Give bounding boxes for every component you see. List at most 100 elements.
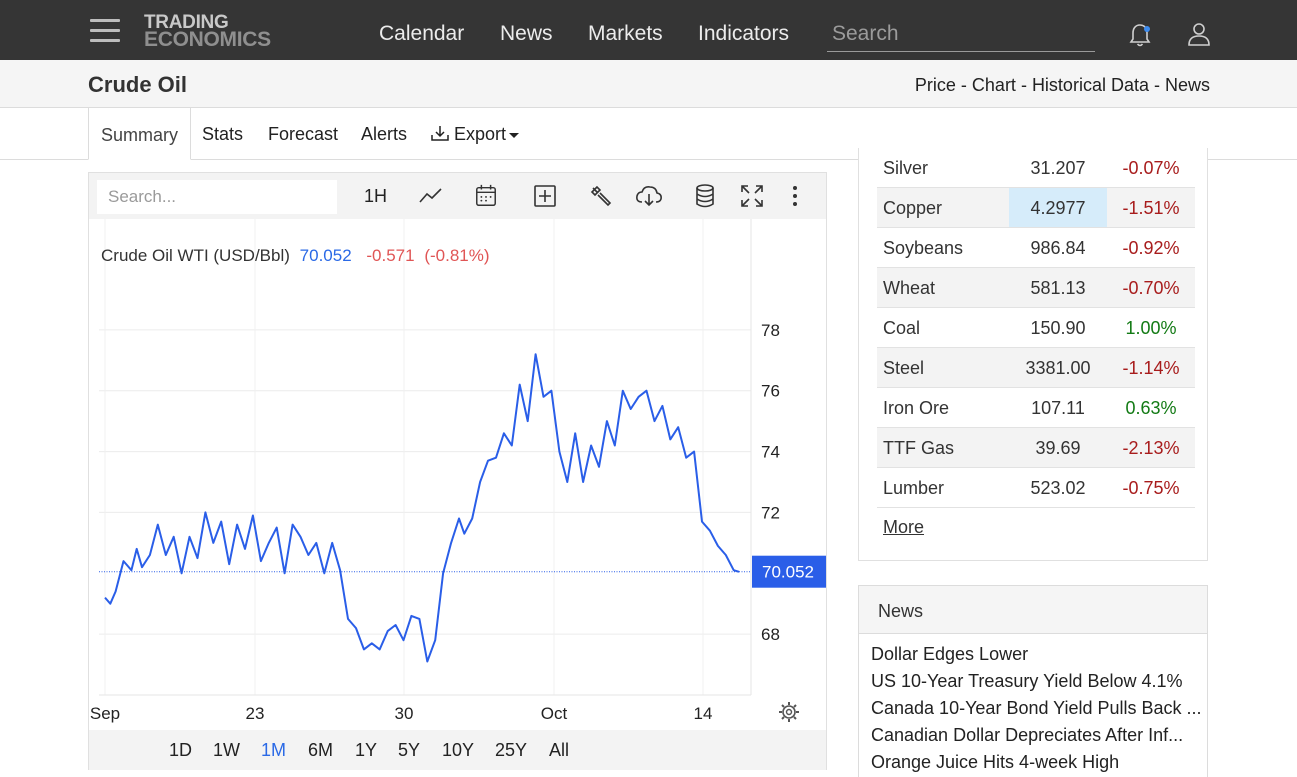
more-vert-icon[interactable] [789,184,801,208]
breadcrumb-news[interactable]: News [1164,75,1210,95]
wrench-icon[interactable] [589,184,613,208]
x-tick-label: Sep [90,704,120,723]
x-tick-label: 23 [246,704,265,723]
chart-legend: Crude Oil WTI (USD/Bbl) 70.052 -0.571 (-… [101,246,490,265]
bell-icon[interactable] [1128,22,1152,48]
price-tag: 70.052 [752,555,826,588]
breadcrumb-historical-data[interactable]: Historical Data [1031,75,1149,95]
chart-settings-icon[interactable] [779,702,799,722]
search-input[interactable] [827,17,1095,52]
commodity-name[interactable]: Wheat [883,278,936,298]
commodity-name[interactable]: TTF Gas [883,438,954,458]
calendar-icon[interactable] [474,184,498,208]
range-25y[interactable]: 25Y [495,740,528,760]
news-item[interactable]: Orange Juice Hits 4-week High [871,752,1120,772]
price-chart[interactable]: Crude Oil WTI (USD/Bbl) 70.052 -0.571 (-… [89,219,826,730]
commodity-name[interactable]: Lumber [883,478,945,498]
menu-icon[interactable] [90,19,120,43]
chart-last-value: 70.052 [300,246,352,265]
y-axis: 78 76 74 72 68 [761,321,780,644]
top-navbar: TRADING ECONOMICS Calendar News Markets … [0,0,1297,60]
commodity-price: 523.02 [1030,478,1086,498]
tab-export-label: Export [454,124,507,144]
caret-down-icon [509,132,520,138]
chart-search-input[interactable] [97,180,337,214]
range-1m[interactable]: 1M [261,740,287,760]
range-6m[interactable]: 6M [308,740,334,760]
cloud-download-icon[interactable] [635,184,663,208]
breadcrumb-separator: - [1148,75,1165,95]
news-item[interactable]: US 10-Year Treasury Yield Below 4.1% [871,671,1183,691]
breadcrumb-separator: - [1015,75,1032,95]
range-all[interactable]: All [549,740,570,760]
more-link[interactable]: More [883,517,925,537]
download-icon [431,126,449,141]
tab-summary[interactable]: Summary [88,107,192,160]
table-row[interactable]: Steel 3381.00 -1.14% [877,348,1195,388]
commodity-name[interactable]: Soybeans [883,238,964,258]
y-tick-label: 76 [761,382,780,401]
commodity-price: 150.90 [1030,318,1086,338]
nav-link-markets[interactable]: Markets [588,22,663,45]
commodity-name[interactable]: Coal [883,318,921,338]
commodity-price: 107.11 [1031,398,1085,418]
tab-alerts[interactable]: Alerts [361,124,408,144]
nav-link-calendar[interactable]: Calendar [379,22,465,45]
commodity-name[interactable]: Iron Ore [883,398,950,418]
commodity-price: 4.2977 [1009,188,1107,227]
news-item[interactable]: Canadian Dollar Depreciates After Inf... [871,725,1184,745]
table-row[interactable]: TTF Gas 39.69 -2.13% [877,428,1195,468]
news-title: News [878,601,924,621]
table-row[interactable]: Copper 4.2977 -1.51% [877,188,1195,228]
tab-stats[interactable]: Stats [202,124,244,144]
commodity-change: -1.51% [1122,198,1180,218]
range-1d[interactable]: 1D [169,740,193,760]
tab-export[interactable]: Export [431,124,520,145]
table-row[interactable]: Iron Ore 107.11 0.63% [877,388,1195,428]
commodity-name[interactable]: Copper [883,198,943,218]
table-row[interactable]: Silver 31.207 -0.07% [877,148,1195,188]
chart-change-pct: (-0.81%) [424,246,489,265]
y-tick-label: 72 [761,503,780,522]
range-1w[interactable]: 1W [213,740,240,760]
line-chart-icon[interactable] [418,184,444,208]
nav-link-news[interactable]: News [500,22,553,45]
breadcrumb-chart[interactable]: Chart [971,75,1016,95]
logo[interactable]: TRADING ECONOMICS [144,13,271,51]
x-tick-label: 14 [694,704,713,723]
commodity-change: -0.07% [1122,158,1180,178]
add-indicator-icon[interactable] [533,184,557,208]
news-item[interactable]: Dollar Edges Lower [871,644,1029,664]
range-5y[interactable]: 5Y [398,740,421,760]
fullscreen-icon[interactable] [740,184,764,208]
table-row[interactable]: Lumber 523.02 -0.75% [877,468,1195,508]
chart-title: Crude Oil WTI (USD/Bbl) [101,246,290,265]
table-row[interactable]: Soybeans 986.84 -0.92% [877,228,1195,268]
chart-change: -0.571 [366,246,414,265]
chart-panel: 1H [88,172,827,770]
commodity-price: 986.84 [1030,238,1086,258]
breadcrumb: Price - Chart - Historical Data - News [915,75,1210,96]
x-axis: Sep 23 30 Oct 14 [90,704,713,723]
commodity-name[interactable]: Steel [883,358,925,378]
news-header: News [859,586,1207,634]
table-row[interactable]: Wheat 581.13 -0.70% [877,268,1195,308]
y-tick-label: 78 [761,321,780,340]
breadcrumb-price[interactable]: Price [914,75,956,95]
user-icon[interactable] [1186,22,1212,46]
interval-button[interactable]: 1H [364,186,388,206]
range-10y[interactable]: 10Y [442,740,475,760]
table-row[interactable]: Coal 150.90 1.00% [877,308,1195,348]
page-title: Crude Oil [88,72,188,97]
commodity-change: -1.14% [1122,358,1180,378]
commodity-change: -0.92% [1122,238,1180,258]
tab-forecast[interactable]: Forecast [268,124,339,144]
database-icon[interactable] [695,184,715,208]
news-item[interactable]: Canada 10-Year Bond Yield Pulls Back ... [871,698,1202,718]
chart-gridlines [99,219,752,696]
commodity-name[interactable]: Silver [883,158,929,178]
nav-link-indicators[interactable]: Indicators [698,22,790,45]
breadcrumb-separator: - [955,75,972,95]
range-1y[interactable]: 1Y [355,740,378,760]
logo-line2: ECONOMICS [144,28,271,51]
